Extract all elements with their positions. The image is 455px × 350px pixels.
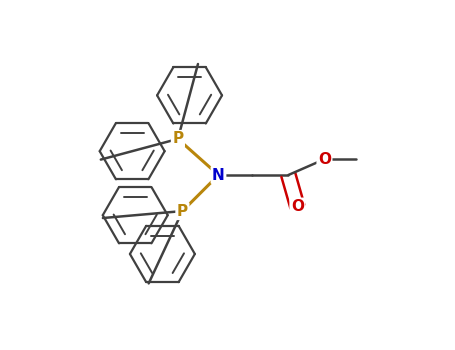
Text: O: O: [291, 199, 304, 214]
Text: O: O: [318, 152, 331, 167]
Text: N: N: [212, 168, 225, 182]
Text: P: P: [177, 204, 188, 219]
Text: P: P: [172, 131, 183, 146]
